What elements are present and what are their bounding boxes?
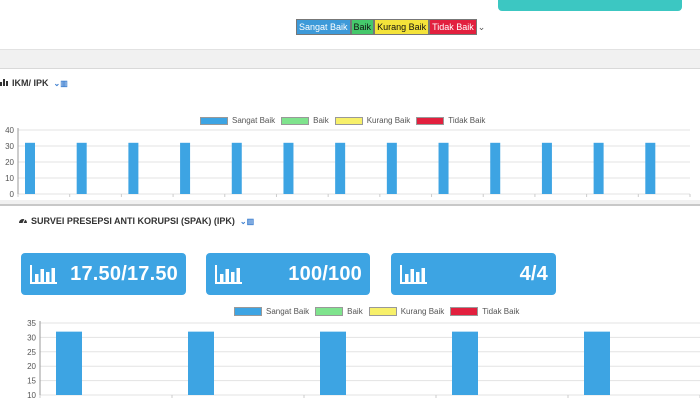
top-legend: Sangat Baik Baik Kurang Baik Tidak Baik …: [296, 19, 486, 35]
ikm-legend-item: Baik: [281, 116, 329, 125]
stat-card: 17.50/17.50: [21, 253, 186, 295]
spak-panel-title: SURVEI PRESEPSI ANTI KORUPSI (SPAK) (IPK…: [18, 216, 254, 226]
bar-chart-icon: [29, 263, 59, 285]
spak-ytick-label: 30: [27, 333, 36, 342]
ikm-bar[interactable]: [386, 142, 397, 194]
ikm-legend-item: Tidak Baik: [416, 116, 485, 125]
spak-title-text: SURVEI PRESEPSI ANTI KORUPSI (SPAK) (IPK…: [31, 216, 235, 226]
ikm-chart-legend: Sangat Baik Baik Kurang Baik Tidak Baik: [200, 116, 491, 125]
ikm-bar[interactable]: [76, 142, 87, 194]
chart-icon: [0, 78, 9, 88]
ikm-bar[interactable]: [25, 142, 35, 194]
stat-value: 17.50/17.50: [70, 262, 178, 285]
bar-chart-icon: [214, 263, 244, 285]
chevron-chart-toggle-icon[interactable]: ⌄▥: [239, 216, 255, 226]
stat-value: 100/100: [288, 262, 362, 285]
ikm-legend-item: Sangat Baik: [200, 116, 275, 125]
stat-card: 4/4: [391, 253, 556, 295]
legend-sangat-baik: Sangat Baik: [296, 19, 351, 35]
spak-bar[interactable]: [452, 331, 478, 395]
spak-bar[interactable]: [584, 331, 610, 395]
ikm-bar[interactable]: [128, 142, 139, 194]
spak-ytick-label: 20: [27, 362, 36, 371]
ikm-bar[interactable]: [593, 142, 604, 194]
spak-bar[interactable]: [188, 331, 214, 395]
spak-legend-item: Tidak Baik: [450, 307, 519, 316]
spak-legend-item: Sangat Baik: [234, 307, 309, 316]
ikm-panel: IKM/ IPK ⌄▥ Sangat Baik Baik Kurang Baik…: [0, 68, 700, 200]
legend-tidak-baik: Tidak Baik: [429, 19, 477, 35]
spak-bar[interactable]: [320, 331, 346, 395]
legend-kurang-baik: Kurang Baik: [374, 19, 430, 35]
chevron-down-icon[interactable]: ⌄: [477, 21, 486, 32]
ikm-bar[interactable]: [645, 142, 656, 194]
ikm-ytick-label: 20: [5, 158, 14, 167]
ikm-bar[interactable]: [541, 142, 552, 194]
ikm-bar[interactable]: [438, 142, 449, 194]
spak-legend-item: Baik: [315, 307, 363, 316]
spak-ytick-label: 35: [27, 319, 36, 328]
ikm-bar[interactable]: [283, 142, 294, 194]
stat-card: 100/100: [206, 253, 370, 295]
stat-value: 4/4: [519, 262, 548, 285]
spak-ytick-label: 15: [27, 377, 36, 386]
spak-panel: SURVEI PRESEPSI ANTI KORUPSI (SPAK) (IPK…: [0, 204, 700, 400]
ikm-bar[interactable]: [335, 142, 346, 194]
ikm-panel-title: IKM/ IPK ⌄▥: [0, 78, 68, 88]
top-action-button[interactable]: [498, 0, 682, 11]
ikm-bar[interactable]: [490, 142, 501, 194]
spak-ytick-label: 10: [27, 391, 36, 400]
ikm-ytick-label: 30: [5, 142, 14, 151]
ikm-title-text: IKM/ IPK: [12, 78, 49, 88]
spak-bar[interactable]: [56, 331, 82, 395]
legend-baik: Baik: [350, 19, 375, 35]
ikm-ytick-label: 40: [5, 126, 14, 135]
spak-chart-legend: Sangat Baik Baik Kurang Baik Tidak Baik: [234, 307, 525, 316]
gauge-icon: [18, 216, 28, 226]
ikm-bar[interactable]: [231, 142, 242, 194]
spak-bar-chart: 10 15 20 25 30 35: [27, 319, 700, 400]
ikm-bar[interactable]: [180, 142, 191, 194]
bar-chart-icon: [399, 263, 429, 285]
ikm-ytick-label: 10: [5, 174, 14, 183]
chevron-chart-toggle-icon[interactable]: ⌄▥: [53, 78, 68, 88]
spak-ytick-label: 25: [27, 348, 36, 357]
spak-legend-item: Kurang Baik: [368, 307, 444, 316]
ikm-bar-chart: 0 10 20 30 40: [5, 126, 691, 199]
top-strip: Sangat Baik Baik Kurang Baik Tidak Baik …: [0, 0, 700, 50]
ikm-ytick-label: 0: [10, 190, 15, 199]
ikm-legend-item: Kurang Baik: [334, 116, 410, 125]
